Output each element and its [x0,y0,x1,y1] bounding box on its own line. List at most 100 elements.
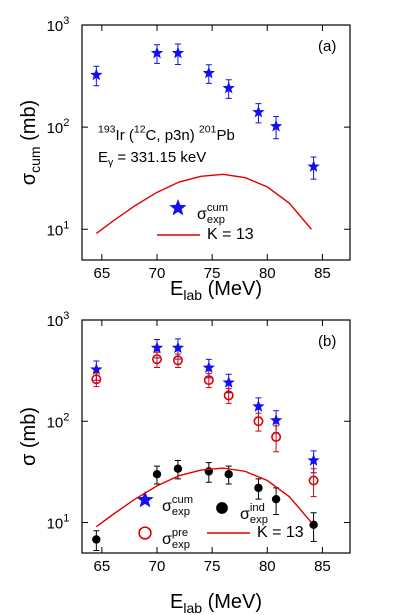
y-tick-base: 10 [47,120,64,137]
x-axis-label-part: (MeV) [202,591,262,613]
circle-marker [309,520,318,529]
y-axis-label: σ (mb) [18,407,40,466]
x-axis-label-part: E [170,278,183,300]
y-tick-exp: 1 [63,512,69,524]
y-tick-exp: 2 [63,411,69,423]
star-marker [252,105,265,118]
open-circle-marker [308,475,319,486]
legend-label: σexpind [240,502,268,526]
y-tick-exp: 1 [63,219,69,231]
star-marker [150,341,164,354]
y-axis-label-part: σ (mb) [18,407,40,466]
circle-marker [254,483,263,493]
legend-label-part: exp [172,506,190,518]
star-marker [90,363,103,375]
legend-label: K = 13 [207,226,254,243]
star-marker [171,341,185,354]
open-circle-marker [203,375,214,386]
legend-label-part: exp [207,214,225,226]
open-circle-marker [151,354,162,365]
y-axis-label-part: (mb) [18,100,40,147]
annotation-part: Ir ( [116,127,134,144]
error-bar [273,425,280,453]
y-axis-label-part: cum [27,146,43,172]
x-tick-label: 80 [259,265,276,282]
x-tick-label: 85 [314,558,331,575]
star-marker [136,490,154,508]
annotation: Eγ = 331.15 keV [98,149,206,168]
star-marker [252,399,265,412]
plot-frame [81,319,351,554]
circle-marker [224,470,233,479]
x-axis-label: Elab (MeV) [170,591,262,615]
star-marker [307,453,320,466]
annotation-part: 201 [199,123,217,135]
y-tick-exp: 3 [63,15,69,27]
legend-label-part: σ [162,531,172,548]
circle-marker [92,535,101,544]
plot-frame [81,24,351,261]
error-bar [310,468,317,498]
legend-label: σexpcum [162,494,193,518]
circle-marker [216,502,228,514]
annotation-part: 12 [134,123,146,135]
star-marker [202,361,216,373]
star-marker [90,68,103,81]
annotation-part: Pb [216,127,234,144]
x-tick-label: 65 [94,265,111,282]
open-circle-marker [172,355,183,366]
x-axis-label-part: (MeV) [202,278,262,300]
y-axis-label: σcum (mb) [18,100,42,185]
panel-label: (a) [318,38,336,55]
y-tick-base: 10 [47,222,64,239]
legend-label: σexppre [162,527,190,551]
x-tick-label: 65 [94,558,111,575]
annotation-part: C, p3n) [146,127,199,144]
y-tick-label: 101 [47,512,70,532]
y-axis-label-part: σ [18,172,40,185]
annotation-part: E [98,149,108,166]
legend-label-part: cum [207,202,228,214]
fit-curve [95,467,312,528]
y-tick-base: 10 [47,515,64,532]
annotation: 193Ir (12C, p3n) 201Pb [98,123,235,144]
star-marker [222,81,235,94]
legend-label-part: exp [250,514,268,526]
y-tick-label: 101 [47,219,70,239]
legend-label-part: K = 13 [207,226,254,243]
star-marker [202,66,216,79]
star-marker [307,160,320,172]
legend-label-part: K = 13 [257,524,304,541]
star-marker [150,46,164,59]
x-axis-label-part: lab [183,287,202,303]
annotation-part: γ [108,156,114,168]
panel-label: (b) [318,333,336,350]
legend-label-part: σ [240,506,250,523]
x-tick-label: 70 [149,558,166,575]
annotation-part: = 331.15 keV [113,149,206,166]
y-tick-exp: 2 [63,117,69,129]
legend-label-part: σ [197,206,207,223]
x-tick-label: 85 [314,265,331,282]
y-tick-base: 10 [47,18,64,35]
x-axis-label: Elab (MeV) [170,278,262,302]
star-marker [169,198,187,216]
star-marker [269,119,283,132]
legend-label: K = 13 [257,524,304,541]
legend-label-part: ind [250,502,265,514]
circle-marker [271,494,281,504]
y-tick-exp: 3 [63,310,69,322]
y-tick-label: 102 [47,411,70,431]
circle-marker [152,470,162,479]
open-circle-marker [91,374,102,385]
circle-marker [173,464,183,473]
x-axis-label-part: lab [183,600,202,615]
x-tick-label: 80 [259,558,276,575]
y-tick-label: 102 [47,117,70,137]
legend-label-part: σ [162,498,172,515]
y-tick-label: 103 [47,310,70,330]
x-axis-label-part: E [170,591,183,613]
x-tick-label: 70 [149,265,166,282]
legend-label-part: cum [172,494,193,506]
